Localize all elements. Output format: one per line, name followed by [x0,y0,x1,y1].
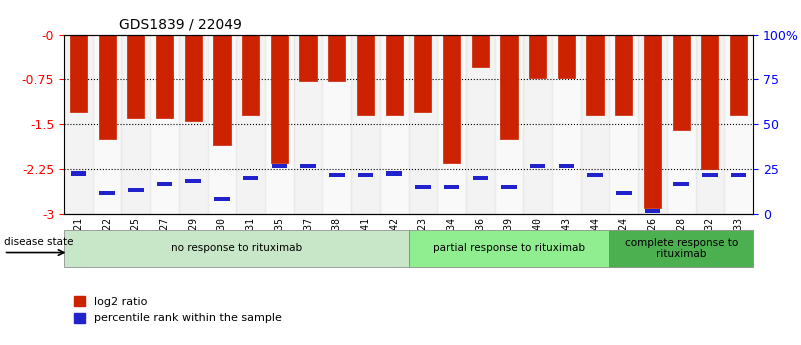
Bar [380,34,409,214]
Bar [557,34,575,78]
Bar [586,34,604,115]
Bar [156,34,173,118]
FancyBboxPatch shape [64,230,409,267]
Bar [272,164,287,168]
Bar [443,34,460,163]
Bar [99,190,115,195]
Bar [213,34,231,145]
Bar [329,172,344,177]
Bar [724,34,753,214]
Bar [674,181,689,186]
Bar [328,34,345,81]
Bar [386,171,402,176]
Bar [466,34,494,214]
Bar [415,185,431,189]
Bar [265,34,294,214]
Bar [70,34,87,112]
Bar [501,185,517,189]
Bar [236,34,265,214]
Bar [523,34,552,214]
Bar [409,34,437,214]
Bar [150,34,179,214]
Text: disease state: disease state [4,237,73,247]
Bar [186,179,201,184]
Bar [530,164,545,168]
Bar [242,34,260,115]
Bar [645,208,660,213]
Bar [128,188,143,193]
Bar [666,34,695,214]
Bar [184,34,202,121]
Bar [358,172,373,177]
Bar [615,34,632,115]
Text: no response to rituximab: no response to rituximab [171,244,302,253]
Bar [93,34,122,214]
Bar [581,34,610,214]
Bar [701,34,718,169]
Bar [730,34,747,115]
Bar [473,176,488,180]
Text: complete response to
rituximab: complete response to rituximab [625,238,738,259]
Bar [695,34,724,214]
Legend: log2 ratio, percentile rank within the sample: log2 ratio, percentile rank within the s… [70,292,287,328]
Bar [351,34,380,214]
Bar [638,34,666,214]
Text: GDS1839 / 22049: GDS1839 / 22049 [119,18,242,32]
Bar [444,185,459,189]
Bar [587,172,603,177]
Bar [300,34,316,81]
Bar [552,34,581,214]
Bar [731,172,747,177]
FancyBboxPatch shape [610,230,753,267]
Bar [437,34,466,214]
Bar [64,34,93,214]
Bar [356,34,374,115]
Bar [99,34,115,139]
Bar [157,181,172,186]
Bar [271,34,288,163]
Bar [214,197,230,201]
Bar [127,34,144,118]
Bar [322,34,351,214]
Bar [644,34,661,208]
Bar [385,34,403,115]
Bar [501,34,517,139]
Bar [207,34,236,214]
Bar [529,34,546,78]
Bar [702,172,718,177]
Bar [243,176,259,180]
Bar [122,34,150,214]
Bar [179,34,207,214]
Bar [300,164,316,168]
Bar [414,34,432,112]
Bar [472,34,489,67]
Bar [70,171,87,176]
Bar [673,34,690,130]
Bar [610,34,638,214]
Bar [616,190,631,195]
Text: partial response to rituximab: partial response to rituximab [433,244,585,253]
FancyBboxPatch shape [409,230,610,267]
Bar [294,34,322,214]
Bar [494,34,523,214]
Bar [558,164,574,168]
